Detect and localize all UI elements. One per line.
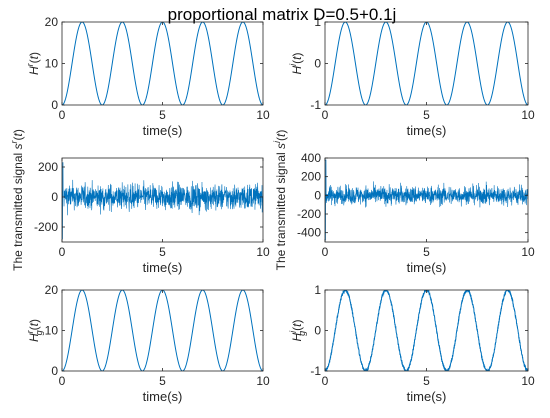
y-axis-label: The transmitted signal si(t) <box>272 130 288 271</box>
x-tick-label: 0 <box>322 245 329 259</box>
x-tick-label: 0 <box>59 245 66 259</box>
x-tick-label: 5 <box>159 374 166 388</box>
y-tick-label: -1 <box>310 98 321 112</box>
x-tick-label: 5 <box>423 374 430 388</box>
x-axis-label: time(s) <box>407 389 447 404</box>
y-axis-label: The transmitted signal sr(t) <box>9 129 25 271</box>
series-line <box>62 162 263 240</box>
x-tick-label: 0 <box>322 374 329 388</box>
y-axis-label: Hrg(t) <box>25 319 44 342</box>
x-axis-label: time(s) <box>407 123 447 138</box>
x-tick-label: 10 <box>256 245 270 259</box>
x-tick-label: 5 <box>423 108 430 122</box>
series-line <box>62 290 263 371</box>
y-tick-label: -1 <box>310 364 321 378</box>
x-axis-label: time(s) <box>407 260 447 275</box>
y-tick-label: -200 <box>34 220 58 234</box>
y-tick-label: -400 <box>297 226 321 240</box>
y-tick-label: 20 <box>45 15 59 29</box>
y-tick-label: 10 <box>45 57 59 71</box>
y-axis-label: Hr(t) <box>25 52 41 75</box>
y-tick-label: 0 <box>51 364 58 378</box>
y-tick-label: 0 <box>51 190 58 204</box>
y-tick-label: 0 <box>314 324 321 338</box>
y-tick-label: 20 <box>45 283 59 297</box>
x-axis-label: time(s) <box>143 123 183 138</box>
y-tick-label: 400 <box>301 151 321 165</box>
x-axis-label: time(s) <box>143 260 183 275</box>
y-tick-label: 0 <box>314 188 321 202</box>
subplot-5: 0 5 10 0 10 20 time(s) Hrg(t) <box>25 283 270 404</box>
x-tick-label: 0 <box>322 108 329 122</box>
x-tick-label: 5 <box>159 108 166 122</box>
y-tick-label: 0 <box>314 57 321 71</box>
y-tick-label: 0 <box>51 98 58 112</box>
x-tick-label: 10 <box>256 108 270 122</box>
y-tick-label: 10 <box>45 324 59 338</box>
x-tick-label: 5 <box>159 245 166 259</box>
x-tick-label: 10 <box>521 374 535 388</box>
y-tick-label: 200 <box>38 160 58 174</box>
x-axis-label: time(s) <box>143 389 183 404</box>
y-axis-label: Hig(t) <box>288 319 307 341</box>
x-tick-label: 5 <box>423 245 430 259</box>
x-tick-label: 10 <box>521 108 535 122</box>
series-line <box>325 22 528 105</box>
subplot-4: 0 5 10 -400 -200 0 200 400 time(s) The transmitte… <box>272 130 535 275</box>
y-tick-label: 1 <box>314 15 321 29</box>
series-line <box>325 159 528 241</box>
x-tick-label: 0 <box>59 108 66 122</box>
y-tick-label: -200 <box>297 207 321 221</box>
x-tick-label: 10 <box>521 245 535 259</box>
y-tick-label: 1 <box>314 283 321 297</box>
series-line <box>325 290 528 371</box>
figure-title: proportional matrix D=0.5+0.1j <box>168 5 397 24</box>
x-tick-label: 10 <box>256 374 270 388</box>
subplot-1: 0 5 10 0 10 20 time(s) Hr(t) <box>25 15 270 138</box>
series-line <box>62 22 263 105</box>
x-tick-label: 0 <box>59 374 66 388</box>
y-axis-label: Hi(t) <box>288 52 304 74</box>
y-tick-label: 200 <box>301 170 321 184</box>
